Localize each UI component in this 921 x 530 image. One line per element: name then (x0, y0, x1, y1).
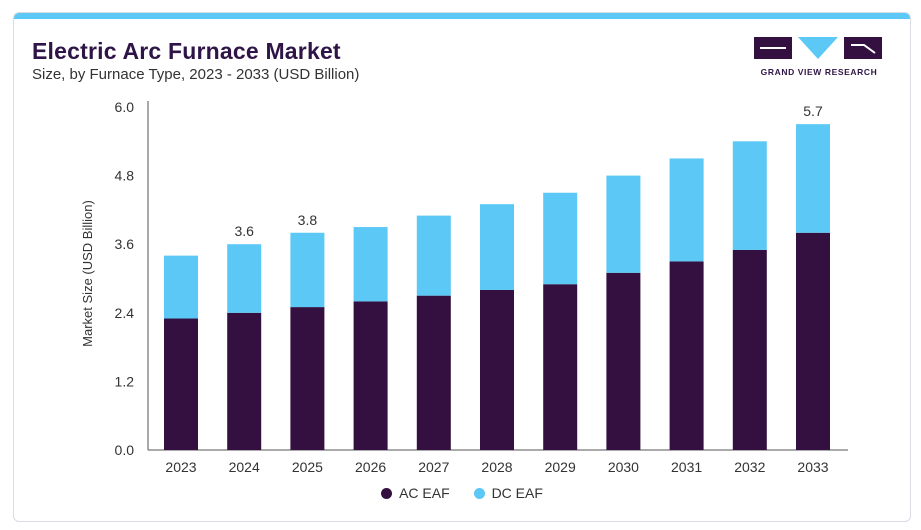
grand-view-research-logo: GRAND VIEW RESEARCH (754, 37, 904, 85)
data-label-2025: 3.8 (298, 212, 318, 228)
bar-ac-eaf-2027 (416, 295, 451, 450)
logo-text: GRAND VIEW RESEARCH (760, 67, 878, 77)
x-tick-label: 2032 (734, 459, 765, 475)
bar-dc-eaf-2032 (732, 141, 767, 250)
bar-dc-eaf-2024 (227, 244, 262, 313)
y-tick-label: 2.4 (115, 305, 135, 321)
x-tick-label: 2023 (165, 459, 196, 475)
x-tick-label: 2027 (418, 459, 449, 475)
x-tick-label: 2029 (545, 459, 576, 475)
bar-dc-eaf-2031 (669, 158, 704, 262)
bar-ac-eaf-2030 (606, 272, 641, 450)
bar-dc-eaf-2028 (480, 204, 514, 290)
bar-dc-eaf-2029 (543, 192, 578, 285)
x-tick-label: 2026 (355, 459, 386, 475)
bar-ac-eaf-2026 (353, 301, 388, 450)
y-tick-label: 6.0 (115, 99, 135, 115)
legend-label-ac-eaf: AC EAF (399, 485, 450, 501)
chart-card: Electric Arc Furnace Market Size, by Fur… (13, 12, 911, 522)
y-tick-label: 3.6 (115, 236, 135, 252)
x-tick-label: 2025 (292, 459, 323, 475)
x-tick-label: 2024 (229, 459, 260, 475)
bar-ac-eaf-2024 (227, 312, 262, 450)
chart-subtitle: Size, by Furnace Type, 2023 - 2033 (USD … (32, 66, 360, 83)
x-tick-label: 2031 (671, 459, 702, 475)
legend-swatch-ac-eaf (381, 487, 393, 499)
bar-dc-eaf-2027 (416, 215, 451, 296)
bar-dc-eaf-2023 (164, 255, 198, 319)
y-tick-label: 4.8 (115, 168, 135, 184)
legend-swatch-dc-eaf (473, 487, 485, 499)
y-tick-label: 0.0 (115, 442, 135, 458)
legend-item-dc-eaf[interactable]: DC EAF (473, 485, 543, 501)
x-tick-label: 2033 (797, 459, 828, 475)
legend-label-dc-eaf: DC EAF (491, 485, 543, 501)
bar-ac-eaf-2028 (480, 289, 514, 450)
bar-ac-eaf-2033 (796, 232, 830, 450)
data-label-2033: 5.7 (803, 103, 823, 119)
bar-ac-eaf-2023 (164, 318, 198, 450)
accent-bar (14, 13, 910, 19)
x-tick-label: 2030 (608, 459, 639, 475)
bar-dc-eaf-2030 (606, 175, 641, 273)
bar-ac-eaf-2031 (669, 261, 704, 450)
bar-dc-eaf-2025 (290, 232, 325, 308)
bar-dc-eaf-2033 (796, 124, 830, 233)
data-label-2024: 3.6 (234, 223, 254, 239)
y-tick-label: 1.2 (115, 373, 135, 389)
x-tick-label: 2028 (481, 459, 512, 475)
bar-dc-eaf-2026 (353, 227, 388, 302)
legend: AC EAF DC EAF (14, 485, 910, 502)
legend-item-ac-eaf[interactable]: AC EAF (381, 485, 450, 501)
logo-mark-icon (754, 37, 882, 59)
stacked-bar-chart: 0.0 1.2 2.4 3.6 4.8 6.0 Market Size (USD Billi… (80, 99, 848, 475)
bar-ac-eaf-2032 (732, 249, 767, 450)
bar-ac-eaf-2025 (290, 307, 325, 450)
chart-title: Electric Arc Furnace Market (32, 38, 341, 64)
y-axis-label: Market Size (USD Billion) (80, 200, 95, 347)
bar-ac-eaf-2029 (543, 284, 578, 450)
